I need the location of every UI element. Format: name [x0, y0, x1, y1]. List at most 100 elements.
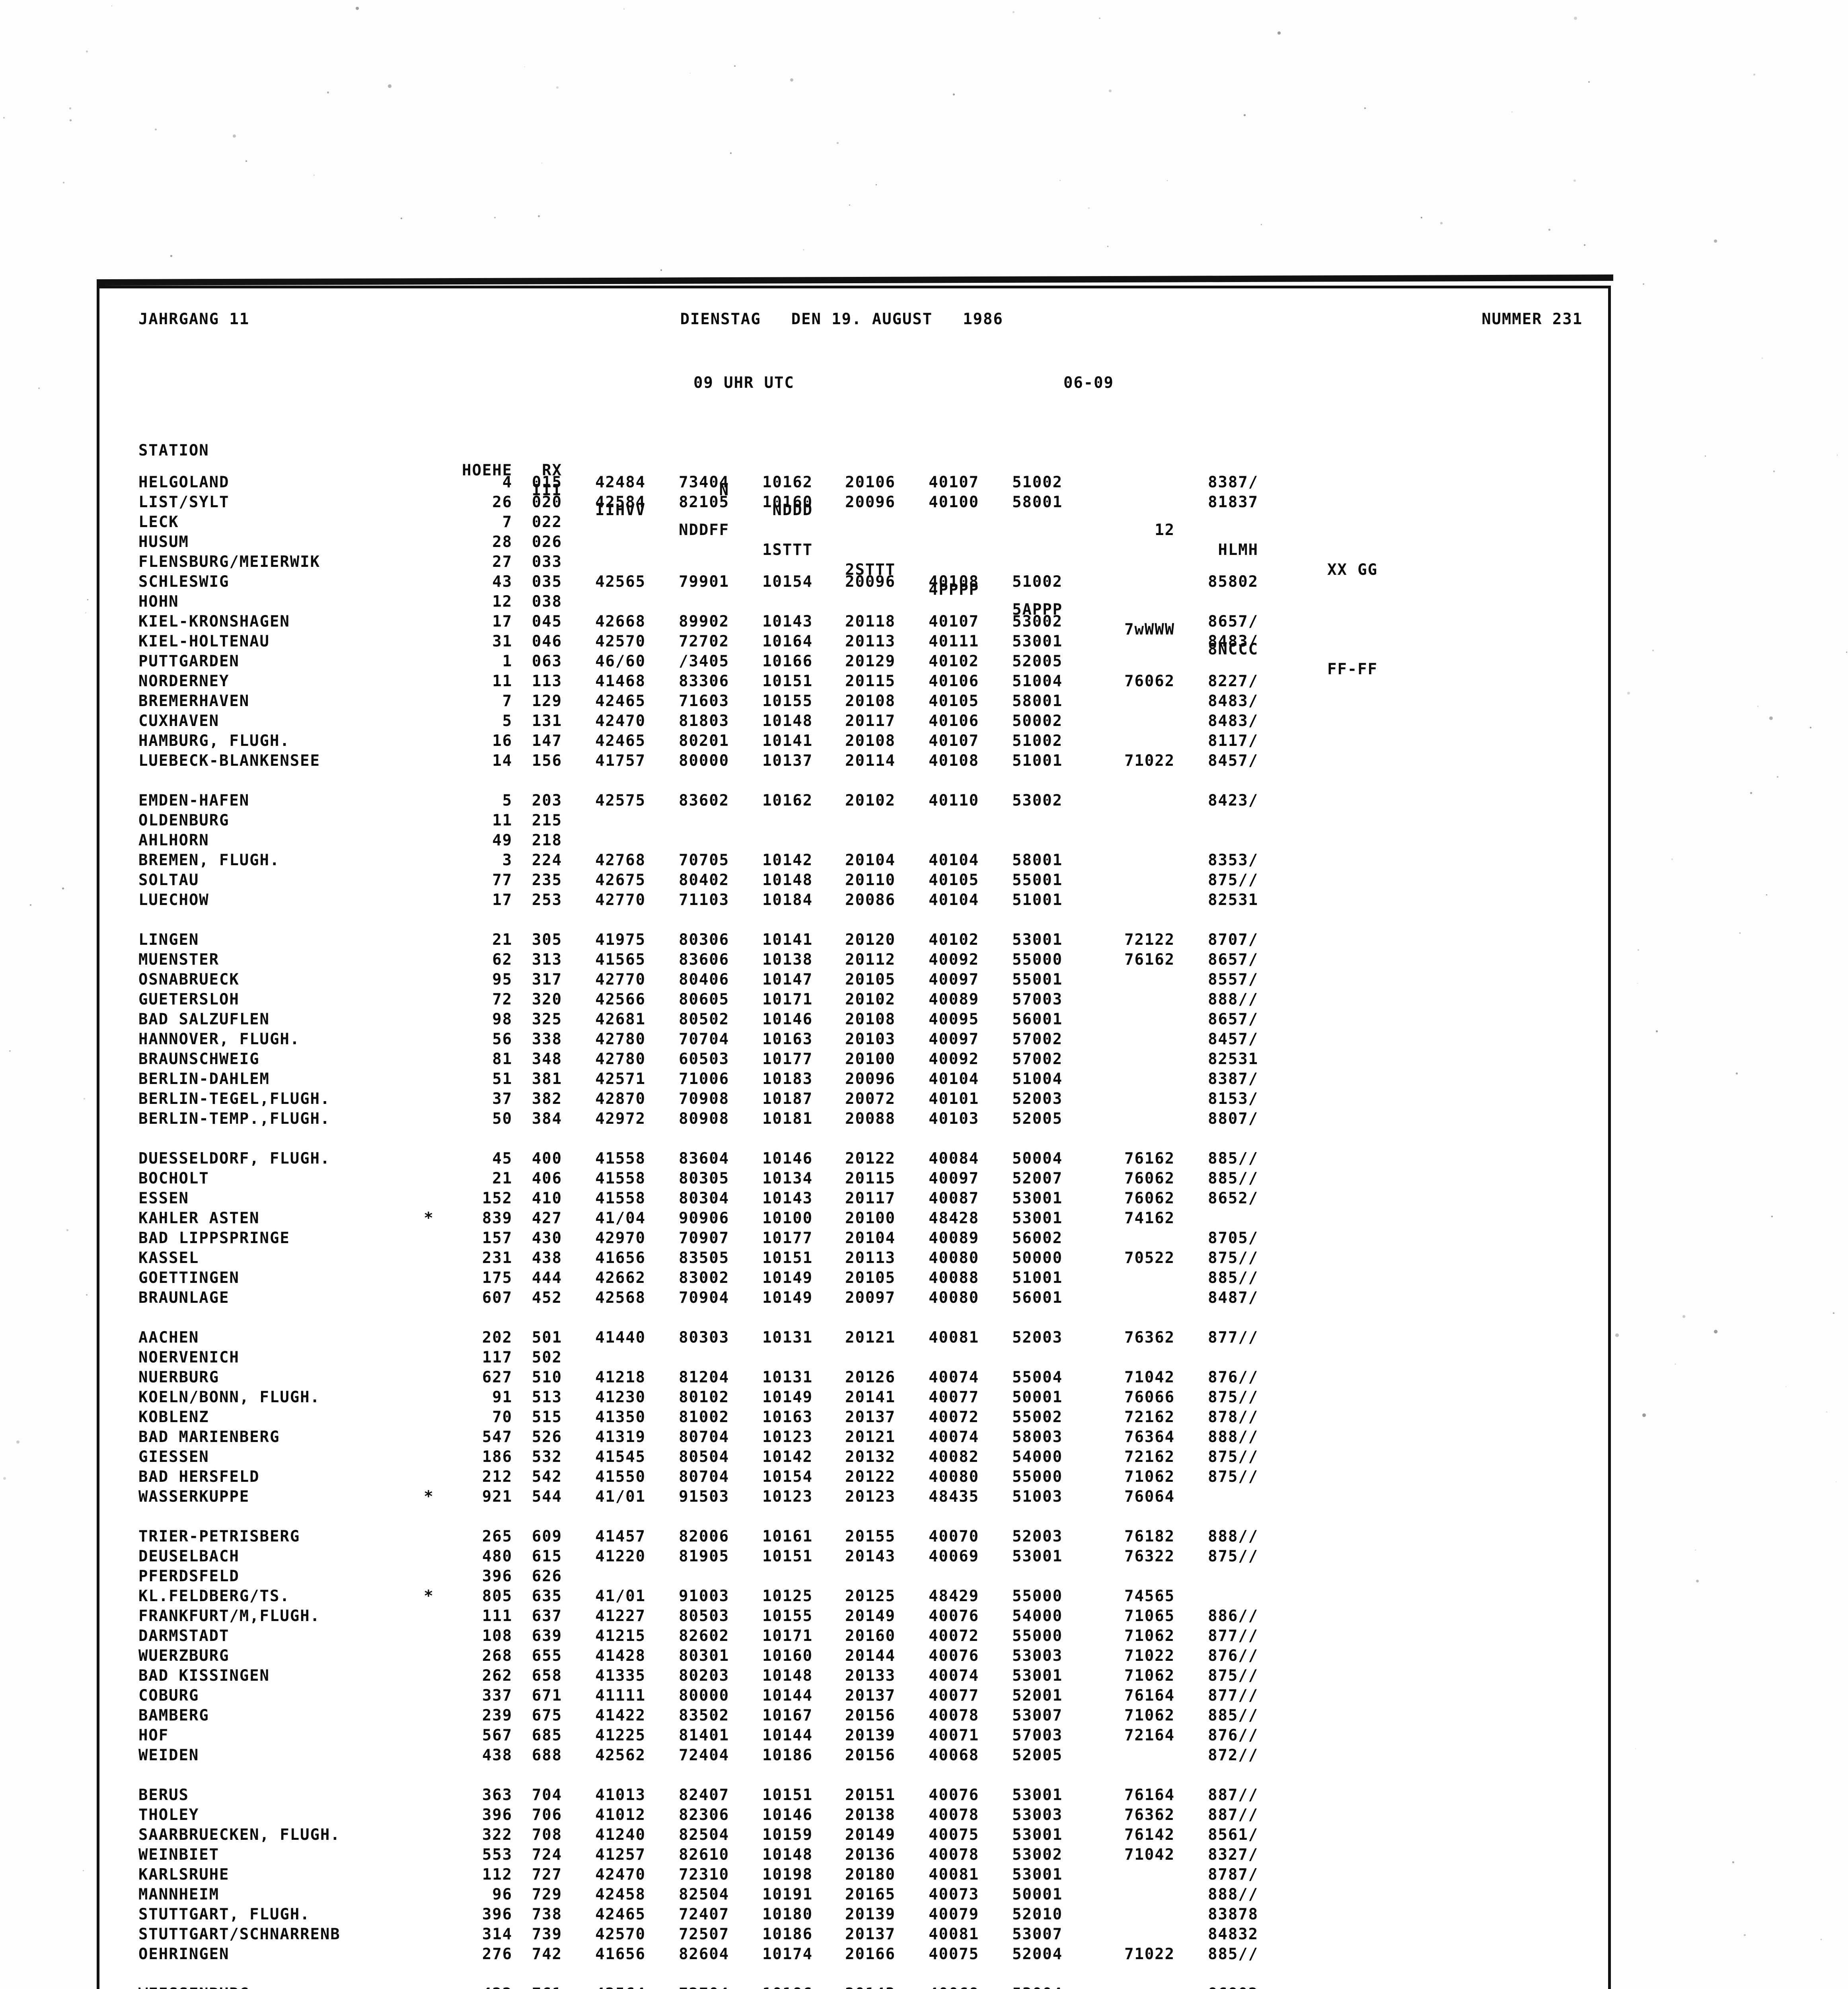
nddff-value: 82610: [656, 1845, 729, 1865]
iii-value: 235: [518, 870, 562, 890]
nddff-value: 80704: [656, 1467, 729, 1487]
iii-value: 382: [518, 1089, 562, 1109]
8nccc-value: 8387/: [1185, 473, 1258, 492]
iii-value: 685: [518, 1726, 562, 1746]
5appp-value: 50000: [989, 1248, 1063, 1268]
4pppp-value: 40097: [906, 1030, 979, 1049]
5appp-value: 53007: [989, 1925, 1063, 1944]
4pppp-value: 40080: [906, 1288, 979, 1308]
2sttt-value: 20108: [822, 731, 896, 751]
nddff-value: 70908: [656, 1089, 729, 1109]
2sttt-value: 20096: [822, 572, 896, 592]
nddff-value: 80704: [656, 1427, 729, 1447]
iii-value: 203: [518, 791, 562, 811]
4pppp-value: 40111: [906, 632, 979, 652]
2sttt-value: 20118: [822, 612, 896, 632]
5appp-value: 56001: [989, 1010, 1063, 1030]
hoehe-value: 262: [441, 1666, 512, 1686]
iii-value: 131: [518, 711, 562, 731]
8nccc-value: 8657/: [1185, 612, 1258, 632]
2sttt-value: 20180: [822, 1865, 896, 1885]
2sttt-value: 20143: [822, 1984, 896, 1989]
nddff-value: 81803: [656, 711, 729, 731]
4pppp-value: 40068: [906, 1746, 979, 1765]
5appp-value: 53001: [989, 1865, 1063, 1885]
iihvv-value: 41975: [572, 930, 646, 950]
station-name: DUESSELDORF, FLUGH.: [138, 1149, 433, 1169]
station-name: KASSEL: [138, 1248, 433, 1268]
7wwww-value: 76162: [1101, 950, 1175, 970]
1sttt-value: 10146: [739, 1149, 813, 1169]
8nccc-value: 877//: [1185, 1328, 1258, 1348]
iii-value: 038: [518, 592, 562, 612]
8nccc-value: 8423/: [1185, 791, 1258, 811]
iii-value: 501: [518, 1328, 562, 1348]
station-name: EMDEN-HAFEN: [138, 791, 433, 811]
iii-value: 675: [518, 1706, 562, 1726]
5appp-value: 56001: [989, 1288, 1063, 1308]
1sttt-value: 10186: [739, 1984, 813, 1989]
iihvv-value: 41/01: [572, 1487, 646, 1507]
1sttt-value: 10142: [739, 1447, 813, 1467]
nddff-value: 89902: [656, 612, 729, 632]
station-name: PUTTGARDEN: [138, 652, 433, 671]
4pppp-value: 40102: [906, 652, 979, 671]
iihvv-value: 42575: [572, 791, 646, 811]
7wwww-value: 76142: [1101, 1825, 1175, 1845]
4pppp-value: 40072: [906, 1407, 979, 1427]
station-name: STUTTGART/SCHNARRENB: [138, 1925, 433, 1944]
1sttt-value: 10141: [739, 930, 813, 950]
iihvv-value: 42662: [572, 1268, 646, 1288]
5appp-value: 53001: [989, 1209, 1063, 1228]
nddff-value: 72407: [656, 1905, 729, 1925]
2sttt-value: 20151: [822, 1785, 896, 1805]
hoehe-value: 202: [441, 1328, 512, 1348]
hoehe-value: 5: [441, 711, 512, 731]
7wwww-value: 72162: [1101, 1407, 1175, 1427]
1sttt-value: 10148: [739, 1845, 813, 1865]
nddff-value: 82604: [656, 1944, 729, 1964]
7wwww-value: 72164: [1101, 1726, 1175, 1746]
iii-value: 708: [518, 1825, 562, 1845]
4pppp-value: 40100: [906, 492, 979, 512]
nddff-value: 83502: [656, 1706, 729, 1726]
nddff-value: 82006: [656, 1527, 729, 1547]
1sttt-value: 10138: [739, 950, 813, 970]
7wwww-value: 76322: [1101, 1547, 1175, 1567]
observation-time: 09 UHR UTC: [693, 373, 795, 393]
7wwww-value: 71062: [1101, 1706, 1175, 1726]
5appp-value: 52005: [989, 652, 1063, 671]
1sttt-value: 10141: [739, 731, 813, 751]
4pppp-value: 40108: [906, 751, 979, 771]
nddff-value: 83606: [656, 950, 729, 970]
7wwww-value: 76062: [1101, 671, 1175, 691]
5appp-value: 55000: [989, 1626, 1063, 1646]
5appp-value: 55001: [989, 870, 1063, 890]
iihvv-value: 42780: [572, 1030, 646, 1049]
iihvv-value: 41565: [572, 950, 646, 970]
iihvv-value: 41013: [572, 1785, 646, 1805]
station-name: BERLIN-DAHLEM: [138, 1069, 433, 1089]
8nccc-value: 84832: [1185, 1925, 1258, 1944]
7wwww-value: 72122: [1101, 930, 1175, 950]
8nccc-value: 83878: [1185, 1905, 1258, 1925]
bulletin-header: JAHRGANG 11 DIENSTAG DEN 19. AUGUST 1986…: [138, 309, 1583, 329]
4pppp-value: 40075: [906, 1944, 979, 1964]
iihvv-value: 41558: [572, 1149, 646, 1169]
5appp-value: 51004: [989, 1069, 1063, 1089]
7wwww-value: 74162: [1101, 1209, 1175, 1228]
iii-value: 738: [518, 1905, 562, 1925]
5appp-value: 51001: [989, 1268, 1063, 1288]
5appp-value: 52005: [989, 1746, 1063, 1765]
5appp-value: 53002: [989, 791, 1063, 811]
iihvv-value: 41350: [572, 1407, 646, 1427]
iihvv-value: 41227: [572, 1606, 646, 1626]
7wwww-value: 70522: [1101, 1248, 1175, 1268]
iihvv-value: 41468: [572, 671, 646, 691]
iii-value: 317: [518, 970, 562, 990]
nddff-value: 83002: [656, 1268, 729, 1288]
hoehe-value: 50: [441, 1109, 512, 1129]
8nccc-value: 8807/: [1185, 1109, 1258, 1129]
iihvv-value: 42768: [572, 850, 646, 870]
4pppp-value: 40080: [906, 1248, 979, 1268]
